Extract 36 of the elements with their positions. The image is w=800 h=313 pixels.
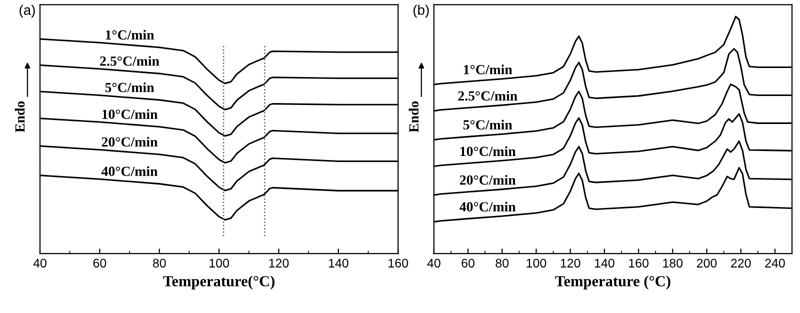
chart-title: (b) bbox=[413, 4, 429, 18]
x-tick-label: 120 bbox=[560, 258, 580, 268]
series-label: 10°C/min bbox=[460, 146, 516, 156]
x-tick-label: 220 bbox=[731, 258, 751, 268]
series-label: 40°C/min bbox=[460, 202, 516, 212]
x-tick-label: 240 bbox=[765, 258, 785, 268]
series-label: 5°C/min bbox=[105, 82, 154, 92]
x-axis-title: Temperature (°C) bbox=[555, 276, 670, 290]
y-axis-title: Endo bbox=[408, 101, 419, 132]
y-axis-title: Endo bbox=[14, 101, 25, 132]
series-label: 10°C/min bbox=[102, 109, 158, 119]
series-label: 20°C/min bbox=[460, 174, 516, 185]
x-tick-label: 100 bbox=[526, 258, 546, 268]
series-label: 2.5°C/min bbox=[100, 56, 160, 66]
x-tick-label: 140 bbox=[328, 258, 348, 268]
x-tick-label: 160 bbox=[629, 258, 648, 268]
series-label: 40°C/min bbox=[101, 166, 158, 176]
x-tick-label: 40 bbox=[427, 258, 440, 268]
x-tick-label: 40 bbox=[33, 258, 46, 268]
series-label: 2.5°C/min bbox=[458, 90, 518, 101]
series-label: 1°C/min bbox=[106, 30, 154, 40]
series-label: 20°C/min bbox=[102, 136, 158, 147]
chart-title: (a) bbox=[20, 4, 35, 18]
x-tick-label: 80 bbox=[496, 258, 509, 268]
x-tick-label: 160 bbox=[388, 258, 408, 268]
x-tick-label: 100 bbox=[210, 258, 229, 268]
x-tick-label: 140 bbox=[594, 258, 614, 268]
x-tick-label: 60 bbox=[93, 258, 106, 268]
series-label: 1°C/min bbox=[464, 64, 512, 74]
series-label: 5°C/min bbox=[463, 120, 512, 130]
x-tick-label: 200 bbox=[696, 258, 717, 268]
x-tick-label: 120 bbox=[269, 258, 289, 268]
x-tick-label: 80 bbox=[152, 258, 166, 268]
x-tick-label: 180 bbox=[663, 258, 683, 268]
x-tick-label: 60 bbox=[462, 258, 474, 268]
x-axis-title: Temperature(°C) bbox=[163, 276, 274, 290]
